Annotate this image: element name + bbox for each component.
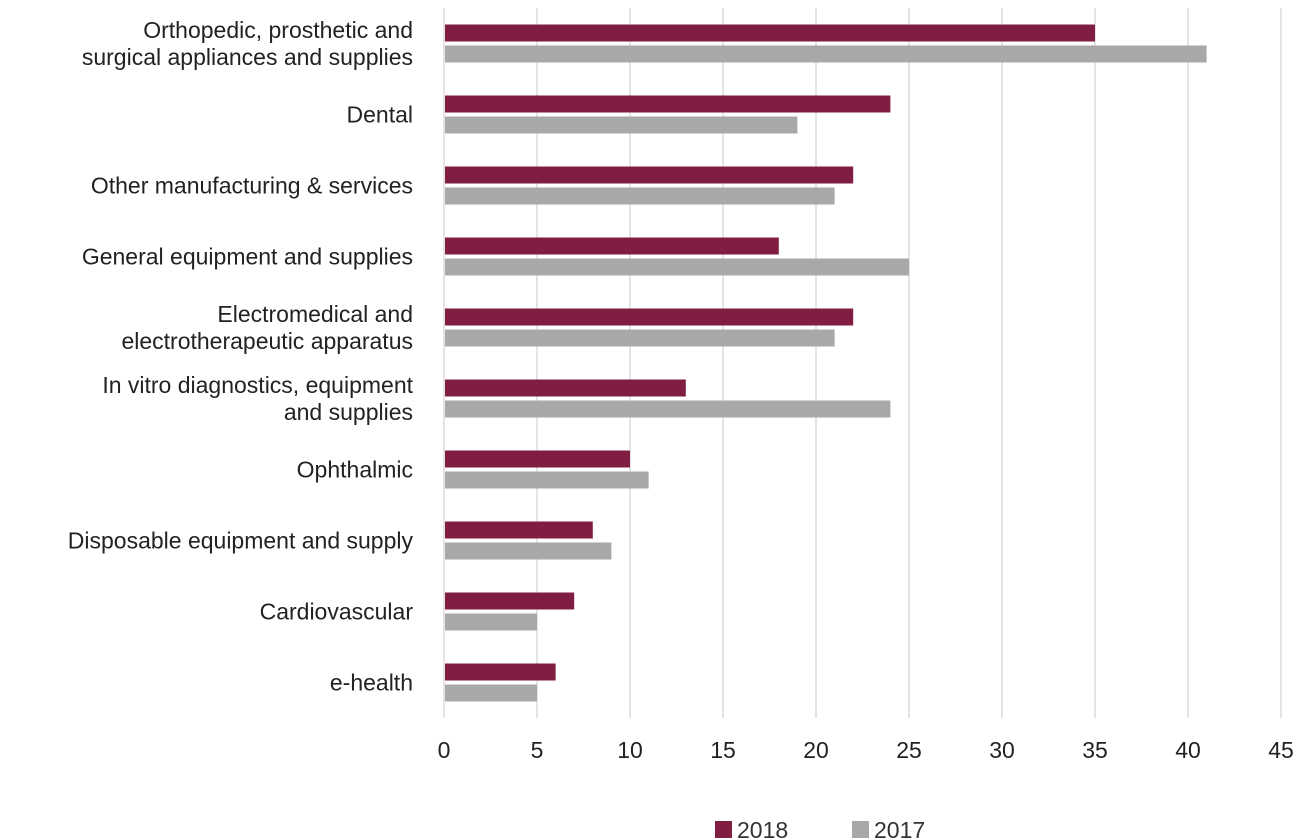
x-tick-label: 40 (1175, 737, 1201, 763)
category-label: surgical appliances and supplies (82, 44, 413, 70)
x-tick-label: 25 (896, 737, 922, 763)
bar-2018-3 (445, 237, 779, 255)
bar-2017-1 (445, 116, 798, 134)
category-label: Electromedical and (217, 301, 413, 327)
bar-2018-5 (445, 379, 686, 397)
legend: 2018 2017 (715, 817, 925, 840)
bar-2017-8 (445, 613, 537, 631)
x-tick-label: 5 (531, 737, 544, 763)
x-tick-label: 35 (1082, 737, 1108, 763)
category-label: Ophthalmic (297, 457, 413, 483)
bar-2017-6 (445, 471, 649, 489)
x-tick-label: 0 (438, 737, 451, 763)
category-label: Disposable equipment and supply (68, 528, 414, 554)
bars (445, 24, 1207, 702)
legend-swatch-2017 (852, 821, 869, 838)
bar-2018-2 (445, 166, 854, 184)
category-label: Orthopedic, prosthetic and (143, 17, 413, 43)
x-tick-label: 20 (803, 737, 829, 763)
category-label: and supplies (284, 399, 413, 425)
category-label: Cardiovascular (260, 599, 414, 625)
bar-2018-0 (445, 24, 1095, 42)
category-label: Dental (347, 102, 413, 128)
x-tick-label: 45 (1268, 737, 1294, 763)
category-label: In vitro diagnostics, equipment (102, 372, 413, 398)
gridlines (443, 8, 1282, 718)
bar-2017-4 (445, 329, 835, 347)
bar-2018-1 (445, 95, 891, 113)
bar-2017-7 (445, 542, 612, 560)
bar-2018-9 (445, 663, 556, 681)
bar-2017-0 (445, 45, 1207, 63)
bar-2018-7 (445, 521, 593, 539)
category-label: General equipment and supplies (82, 244, 413, 270)
bar-2018-8 (445, 592, 575, 610)
category-label: e-health (330, 670, 413, 696)
legend-label-2017: 2017 (874, 817, 925, 840)
bar-2018-4 (445, 308, 854, 326)
bar-2017-9 (445, 684, 537, 702)
x-tick-label: 15 (710, 737, 736, 763)
category-label: electrotherapeutic apparatus (121, 328, 413, 354)
bar-2017-5 (445, 400, 891, 418)
category-label: Other manufacturing & services (91, 173, 413, 199)
legend-swatch-2018 (715, 821, 732, 838)
x-tick-label: 10 (617, 737, 643, 763)
bar-2018-6 (445, 450, 630, 468)
bar-2017-3 (445, 258, 909, 276)
x-axis-tick-labels: 0 5 10 15 20 25 30 35 40 45 (438, 737, 1294, 763)
x-tick-label: 30 (989, 737, 1015, 763)
legend-label-2018: 2018 (737, 817, 788, 840)
bar-2017-2 (445, 187, 835, 205)
